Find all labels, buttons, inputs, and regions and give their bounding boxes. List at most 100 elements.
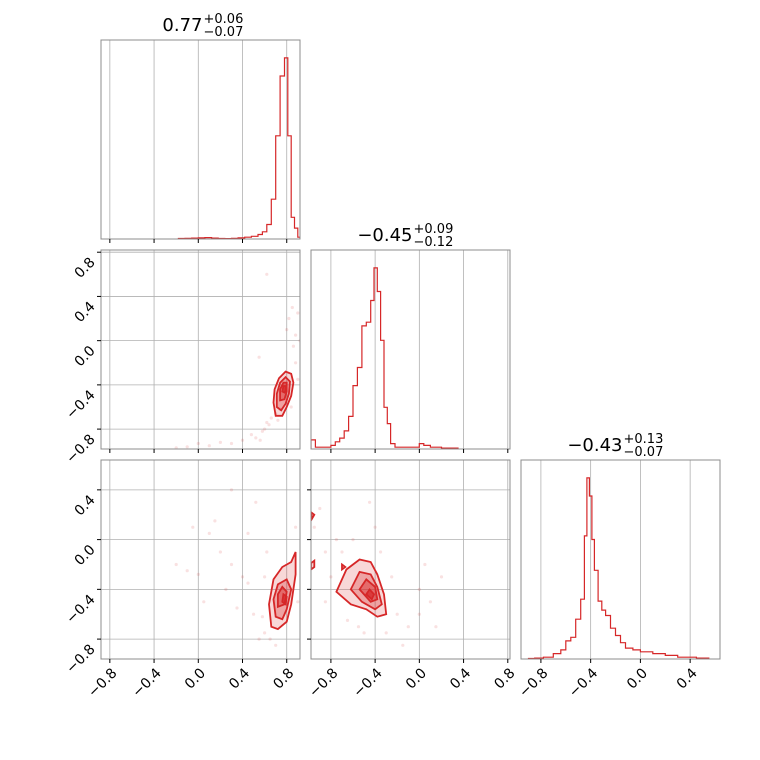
- axes-frame: [100, 459, 301, 660]
- y-tick-label: 0.0: [72, 343, 99, 370]
- scatter-point: [340, 550, 344, 554]
- histogram-0: [177, 57, 300, 239]
- scatter-point: [257, 637, 261, 641]
- x-tick-label: 0.4: [447, 665, 474, 692]
- scatter-point: [428, 600, 432, 604]
- scatter-point: [423, 562, 427, 567]
- scatter-point: [329, 575, 333, 579]
- scatter-point: [263, 631, 267, 635]
- axes-frame: [520, 459, 721, 660]
- x-tick-label: 0.4: [226, 665, 253, 692]
- title-value: −0.45: [357, 225, 412, 246]
- scatter-point: [185, 569, 189, 573]
- hist-panel-2: [520, 459, 721, 663]
- scatter-point: [296, 600, 300, 604]
- scatter-point: [196, 572, 200, 577]
- scatter-point: [258, 438, 262, 442]
- scatter-point: [379, 550, 383, 554]
- scatter-point: [249, 433, 253, 437]
- scatter-point: [294, 333, 298, 337]
- scatter-point: [395, 612, 399, 616]
- contour-island: [341, 562, 347, 572]
- scatter-point: [224, 587, 228, 592]
- title-value: −0.43: [567, 435, 622, 456]
- scatter-point: [296, 377, 300, 381]
- scatter-point: [254, 436, 258, 440]
- scatter-point: [260, 429, 264, 433]
- scatter-point: [191, 525, 195, 529]
- scatter-point: [229, 441, 234, 446]
- scatter-point: [373, 525, 377, 529]
- title-minus-error: −0.12: [414, 235, 454, 250]
- scatter-point: [384, 631, 388, 635]
- scatter-panel-0-1: [97, 249, 301, 453]
- scatter-panel-0-2: [97, 459, 301, 663]
- contour-level-1: [272, 370, 295, 417]
- x-tick-label: −0.4: [566, 665, 601, 700]
- x-tick-label: −0.8: [85, 665, 120, 700]
- y-tick-label: −0.8: [63, 641, 98, 676]
- y-tick-label: 0.8: [72, 255, 99, 282]
- scatter-point: [229, 562, 234, 567]
- y-tick-label: 0.4: [72, 299, 99, 326]
- x-tick-label: 0.4: [674, 665, 701, 692]
- axes-frame: [100, 39, 301, 240]
- scatter-point: [218, 440, 222, 444]
- scatter-point: [356, 625, 361, 629]
- scatter-point: [296, 311, 300, 315]
- scatter-point: [263, 427, 267, 431]
- x-tick-label: 0.0: [624, 665, 651, 692]
- scatter-point: [294, 361, 298, 365]
- axes-frame: [310, 249, 511, 450]
- y-tick-label: 0.4: [72, 492, 99, 519]
- scatter-point: [294, 525, 298, 529]
- scatter-point: [312, 525, 316, 529]
- scatter-point: [323, 600, 327, 604]
- y-tick-label: −0.4: [63, 387, 98, 422]
- x-tick-label: −0.4: [350, 665, 385, 700]
- scatter-point: [362, 631, 366, 635]
- titles-layer: 0.77 +0.06−0.07 −0.45 +0.09−0.12 −0.43 +0.13 −…: [162, 12, 663, 460]
- title-plus-error: +0.06: [204, 12, 244, 27]
- scatter-point: [276, 418, 280, 422]
- y-tick-label: 0.0: [72, 542, 99, 569]
- y-tick-label: −0.8: [63, 431, 98, 466]
- hist-panel-1: [310, 249, 511, 453]
- title-minus-error: −0.07: [204, 25, 244, 40]
- title-value: 0.77: [162, 15, 202, 36]
- scatter-point: [345, 618, 350, 623]
- title-plus-error: +0.13: [624, 432, 664, 447]
- scatter-point: [285, 328, 289, 332]
- scatter-point: [291, 344, 295, 348]
- scatter-point: [207, 531, 211, 536]
- scatter-point: [334, 538, 338, 542]
- scatter-point: [287, 316, 291, 321]
- x-tick-label: 0.8: [270, 665, 297, 692]
- scatter-point: [417, 587, 421, 592]
- y-tick-label: −0.4: [63, 592, 98, 627]
- scatter-point: [240, 575, 245, 579]
- contour-island: [311, 558, 316, 571]
- contour-level-4: [365, 587, 376, 601]
- title-plus-error: +0.09: [414, 222, 454, 237]
- hist-panel-0: [100, 39, 301, 243]
- x-tick-label: 0.0: [403, 665, 430, 692]
- scatter-point: [268, 637, 272, 641]
- scatter-point: [351, 538, 355, 542]
- scatter-point: [269, 416, 273, 420]
- scatter-point: [406, 625, 410, 629]
- scatter-point: [260, 615, 264, 619]
- scatter-point: [265, 420, 269, 425]
- param-title-0: 0.77 +0.06−0.07: [162, 12, 243, 40]
- scatter-point: [252, 612, 256, 616]
- scatter-point: [417, 612, 421, 616]
- scatter-point: [390, 575, 394, 579]
- x-tick-label: 0.8: [491, 665, 518, 692]
- scatter-point: [267, 423, 271, 427]
- contour-level-4: [281, 385, 287, 394]
- scatter-point: [185, 445, 189, 449]
- histogram-1: [311, 267, 459, 449]
- param-title-1: −0.45 +0.09−0.12: [357, 222, 453, 250]
- x-tick-label: −0.4: [129, 665, 164, 700]
